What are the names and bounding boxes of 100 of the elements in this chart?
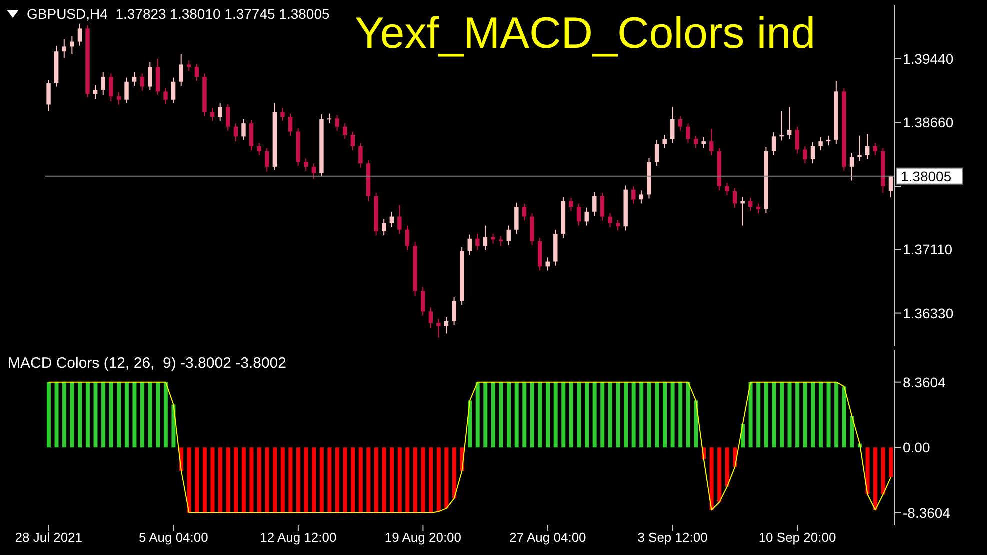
bar — [312, 448, 316, 513]
bar — [718, 448, 722, 502]
bar — [608, 382, 612, 448]
bar — [156, 382, 160, 448]
bar — [616, 382, 620, 448]
candlestick — [420, 286, 426, 316]
bar — [796, 382, 800, 448]
bar — [343, 448, 348, 513]
bar — [499, 382, 504, 448]
bar — [468, 400, 472, 448]
candlestick — [756, 203, 761, 214]
candlestick — [405, 225, 410, 251]
y-tick-label: 1.37110 — [903, 241, 953, 258]
candlestick — [670, 106, 675, 144]
candlestick — [694, 135, 698, 149]
bar — [436, 448, 441, 512]
bar — [554, 382, 558, 448]
bar — [304, 448, 308, 513]
bar — [132, 382, 137, 448]
bar — [694, 400, 698, 448]
bar — [444, 448, 449, 509]
bar — [265, 448, 270, 513]
bar — [811, 382, 816, 448]
candlestick — [390, 211, 394, 228]
bar — [46, 382, 51, 448]
bar — [522, 382, 527, 448]
candlestick — [468, 234, 472, 256]
bar — [124, 382, 129, 448]
bar — [258, 448, 262, 513]
bar — [374, 448, 378, 513]
candlestick — [686, 123, 690, 144]
line-series — [48, 382, 892, 514]
chart-title: GBPUSD,H4 1.37823 1.38010 1.37745 1.38005 — [27, 6, 330, 22]
candlestick — [725, 182, 730, 196]
candlestick — [288, 113, 293, 136]
candlestick — [522, 203, 527, 222]
candlestick — [109, 73, 114, 102]
candlestick — [226, 103, 230, 132]
candlestick — [304, 158, 308, 172]
bar — [881, 448, 886, 495]
y-tick-label: 0.00 — [903, 440, 930, 456]
bar — [421, 448, 426, 513]
chart-title: MACD Colors (12, 26, 9) -3.8002 -3.8002 — [8, 355, 286, 372]
bar — [320, 448, 324, 513]
bar — [296, 448, 300, 513]
candlestick — [101, 72, 106, 96]
candlestick — [249, 120, 254, 152]
bar — [117, 382, 122, 448]
bar — [670, 382, 675, 448]
candlestick — [514, 202, 519, 234]
candlestick — [210, 108, 215, 122]
candlestick — [584, 207, 589, 226]
candlestick — [312, 163, 316, 180]
candlestick — [164, 88, 168, 104]
candlestick — [428, 307, 433, 329]
bar — [390, 448, 394, 513]
candlestick — [234, 123, 238, 142]
bar — [70, 382, 74, 448]
candlestick — [358, 142, 363, 168]
candlestick — [592, 192, 597, 216]
candlestick — [788, 106, 792, 140]
candlestick — [327, 113, 332, 124]
candlestick — [46, 80, 51, 112]
candlestick — [850, 152, 854, 182]
bar — [624, 382, 628, 448]
bar — [78, 382, 82, 448]
candlestick — [873, 142, 878, 156]
bar — [842, 386, 846, 448]
candlestick — [865, 134, 870, 160]
bar — [226, 448, 230, 513]
bar — [655, 382, 660, 448]
candlestick — [78, 23, 82, 46]
bar — [507, 382, 512, 448]
bar — [866, 448, 870, 495]
bar — [476, 382, 480, 448]
candlestick — [888, 175, 894, 198]
bar — [140, 382, 145, 448]
candlestick — [265, 148, 270, 172]
y-tick-label: 8.3604 — [903, 374, 946, 390]
bar — [756, 382, 761, 448]
candlestick — [632, 186, 636, 204]
bar — [491, 382, 496, 448]
bar — [788, 382, 792, 448]
bar — [803, 382, 808, 448]
bar — [250, 448, 254, 513]
bar — [764, 382, 768, 448]
bar — [748, 382, 753, 448]
bar — [577, 382, 582, 448]
candlestick — [569, 197, 574, 212]
candlestick — [280, 108, 285, 122]
bar — [335, 448, 340, 513]
candlestick — [476, 233, 480, 251]
candlestick — [710, 128, 714, 156]
bar — [172, 404, 176, 448]
candlestick — [194, 63, 200, 82]
candlestick — [498, 236, 504, 247]
candlestick — [70, 36, 74, 55]
candlestick — [398, 204, 402, 234]
candlestick — [436, 318, 441, 338]
bar — [874, 448, 878, 510]
